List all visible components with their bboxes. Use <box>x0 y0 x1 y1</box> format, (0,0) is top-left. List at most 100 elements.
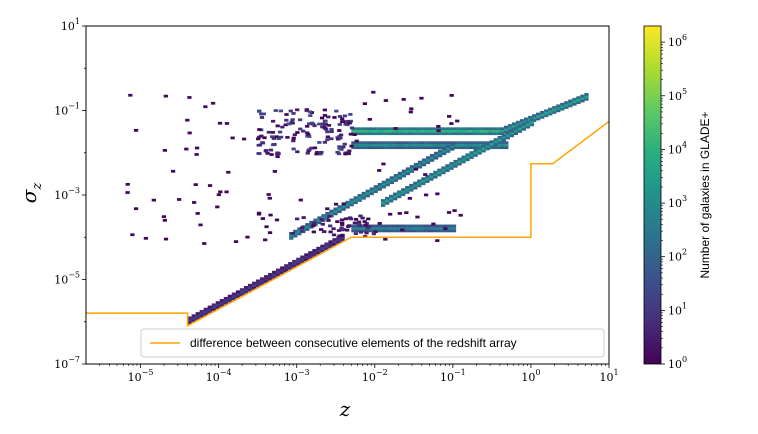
heatmap-cell <box>377 185 382 189</box>
heatmap-cell <box>427 229 432 233</box>
heatmap-cell <box>461 158 466 161</box>
heatmap-cell <box>513 129 518 133</box>
heatmap-cell <box>271 143 276 147</box>
heatmap-cell <box>383 127 388 131</box>
heatmap-cell <box>230 136 235 140</box>
heatmap-cell <box>349 203 354 207</box>
heatmap-cell <box>477 149 482 153</box>
heatmap-cell <box>423 146 428 150</box>
heatmap-cell <box>409 188 414 192</box>
heatmap-cell <box>532 119 537 123</box>
heatmap-cell <box>389 199 394 203</box>
heatmap-cell <box>429 156 435 160</box>
heatmap-cell <box>260 141 266 145</box>
heatmap-cell <box>419 127 424 131</box>
heatmap-cell <box>503 125 509 129</box>
heatmap-cell <box>404 211 409 215</box>
heatmap-cell <box>387 146 392 150</box>
heatmap-cell <box>417 163 423 166</box>
heatmap-cell <box>451 127 457 131</box>
x-tick-label: 10−5 <box>128 368 154 384</box>
heatmap-cell <box>387 141 392 145</box>
heatmap-cell <box>391 129 396 133</box>
heatmap-cell <box>552 106 557 109</box>
heatmap-cell <box>352 133 357 137</box>
heatmap-cell <box>450 147 455 151</box>
y-tick-label: 10−7 <box>54 355 80 371</box>
heatmap-cell <box>568 104 573 108</box>
heatmap-cell <box>525 125 531 129</box>
heatmap-cell <box>215 205 220 209</box>
heatmap-cell <box>384 201 390 205</box>
heatmap-cell <box>340 238 345 242</box>
heatmap-cell <box>560 107 565 111</box>
heatmap-cell <box>251 286 257 290</box>
heatmap-cell <box>365 226 370 230</box>
heatmap-cell <box>521 125 527 129</box>
heatmap-cell <box>493 143 498 146</box>
x-tick-label-base: 10 <box>440 371 454 384</box>
heatmap-cell <box>423 227 428 230</box>
colorbar-tick-label: 105 <box>668 87 687 103</box>
heatmap-cell <box>395 146 400 150</box>
heatmap-cell <box>584 95 589 99</box>
heatmap-cell <box>305 225 310 229</box>
heatmap-cell <box>411 227 416 230</box>
heatmap-cell <box>431 224 437 228</box>
heatmap-cell <box>227 294 233 298</box>
heatmap-cell <box>337 129 342 132</box>
heatmap-cell <box>496 146 501 150</box>
heatmap-cell <box>322 126 328 130</box>
heatmap-cell <box>401 97 406 101</box>
heatmap-cell <box>511 122 517 126</box>
heatmap-cell <box>399 141 404 145</box>
heatmap-cell <box>311 230 316 234</box>
heatmap-cell <box>431 222 436 226</box>
heatmap-cell <box>286 122 291 126</box>
heatmap-cell <box>210 101 216 105</box>
heatmap-cell <box>291 112 296 115</box>
heatmap-cell <box>415 227 420 230</box>
heatmap-cell <box>367 117 372 121</box>
heatmap-cell <box>243 291 249 294</box>
heatmap-cell <box>293 234 298 238</box>
heatmap-cell <box>383 129 388 133</box>
heatmap-cell <box>403 146 408 150</box>
heatmap-cell <box>259 277 265 281</box>
x-tick-label-exponent: −5 <box>142 368 154 377</box>
heatmap-cell <box>226 170 231 174</box>
heatmap-cell <box>544 114 549 118</box>
heatmap-cell <box>500 143 505 147</box>
heatmap-cell <box>342 142 347 146</box>
heatmap-cell <box>251 281 257 285</box>
heatmap-cell <box>423 173 428 176</box>
heatmap-cell <box>266 130 271 134</box>
heatmap-cell <box>312 221 317 225</box>
heatmap-cell <box>433 156 439 160</box>
heatmap-cell <box>556 104 561 108</box>
heatmap-cell <box>333 202 339 206</box>
heatmap-cell <box>365 194 370 198</box>
x-tick-label-exponent: −3 <box>298 368 310 377</box>
heatmap-cell <box>517 127 523 131</box>
heatmap-cell <box>443 224 449 228</box>
heatmap-cell <box>580 94 585 98</box>
heatmap-cell <box>521 127 527 131</box>
heatmap-cell <box>284 266 289 270</box>
heatmap-cell <box>397 190 402 194</box>
heatmap-cell <box>429 154 435 157</box>
heatmap-cell <box>364 231 369 235</box>
heatmap-cell <box>324 244 329 248</box>
heatmap-cell <box>332 240 337 244</box>
heatmap-cell <box>235 295 241 299</box>
heatmap-cell <box>421 158 427 162</box>
heatmap-cell <box>389 176 394 180</box>
heatmap-cell <box>328 230 333 234</box>
heatmap-cell <box>435 229 441 233</box>
heatmap-cell <box>320 247 325 250</box>
heatmap-cell <box>273 109 278 112</box>
heatmap-cell <box>379 127 384 131</box>
heatmap-cell <box>151 198 156 202</box>
heatmap-cell <box>289 120 294 124</box>
heatmap-cell <box>336 152 342 156</box>
